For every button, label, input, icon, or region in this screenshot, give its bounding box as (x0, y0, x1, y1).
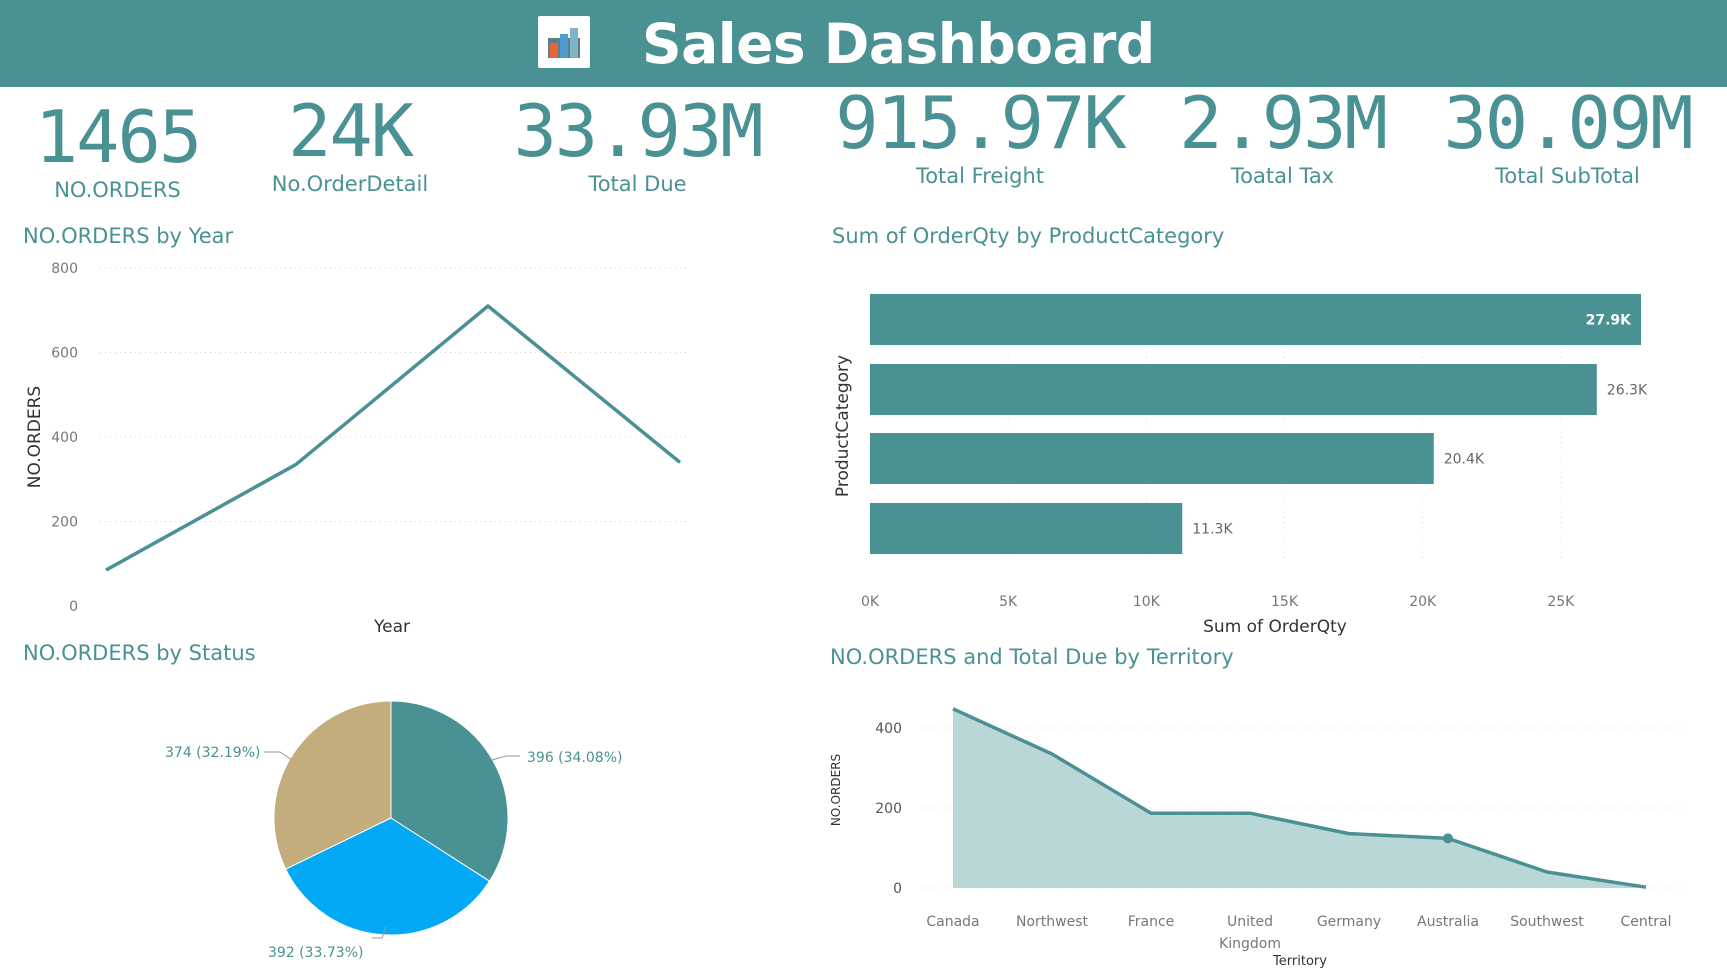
y-axis-title: NO.ORDERS (829, 754, 843, 826)
kpi-label: No.OrderDetail (271, 172, 429, 196)
bar (870, 364, 1597, 415)
kpi-card-orders: 1465 NO.ORDERS (15, 98, 220, 202)
bar-chart-icon (538, 16, 590, 68)
x-tick-label: Northwest (1016, 914, 1089, 930)
header-bar: Sales Dashboard (0, 0, 1727, 87)
kpi-label: Total Freight (915, 164, 1045, 188)
y-tick-label: 800 (51, 261, 78, 277)
bar-data-label: 11.3K (1192, 522, 1233, 538)
kpi-value: 30.09M (1443, 81, 1693, 165)
x-tick-label: 5K (999, 594, 1018, 610)
x-tick-label: United Kingdom (1219, 914, 1281, 952)
line-chart-title: NO.ORDERS by Year (23, 224, 234, 248)
pie-slice (273, 700, 392, 870)
y-axis-title: NO.ORDERS (25, 386, 45, 488)
area-chart-title: NO.ORDERS and Total Due by Territory (830, 645, 1234, 669)
series-line-orders (105, 304, 682, 572)
y-tick-label: 200 (51, 515, 78, 531)
kpi-value: 24K (287, 89, 414, 173)
leader-line (264, 751, 293, 761)
kpi-value: 1465 (34, 95, 202, 179)
pie-data-label: 374 (32.19%) (165, 745, 260, 761)
kpi-card-total-subtotal: 30.09M Total SubTotal (1440, 84, 1695, 188)
kpi-card-order-detail: 24K No.OrderDetail (245, 92, 455, 196)
x-tick-label: 0K (861, 594, 880, 610)
bar (870, 503, 1183, 554)
y-tick-label: 0 (69, 599, 78, 615)
y-tick-label: 600 (51, 346, 78, 362)
x-tick-label: Southwest (1510, 914, 1584, 930)
y-axis-title: ProductCategory (833, 355, 853, 497)
leader-line (491, 755, 520, 761)
kpi-label: Total SubTotal (1495, 164, 1640, 188)
kpi-card-total-tax: 2.93M Toatal Tax (1160, 84, 1405, 188)
x-tick-label: Central (1621, 914, 1672, 930)
x-tick-label: 20K (1409, 594, 1437, 610)
kpi-label: NO.ORDERS (54, 178, 181, 202)
kpi-label: Toatal Tax (1230, 164, 1335, 188)
series-line-orders (952, 707, 1647, 889)
x-tick-label: France (1128, 914, 1175, 930)
bar (870, 433, 1434, 484)
y-tick-label: 0 (893, 881, 902, 897)
page-title: Sales Dashboard (642, 12, 1155, 76)
pie-slice (285, 817, 491, 936)
kpi-card-total-due: 33.93M Total Due (505, 92, 770, 196)
y-tick-label: 400 (51, 430, 78, 446)
x-tick-label: Germany (1317, 914, 1381, 930)
x-axis-title: Sum of OrderQty (1203, 617, 1347, 637)
leader-line (372, 925, 387, 939)
logo-bar-blue (560, 34, 568, 58)
logo-bar-orange (550, 43, 558, 58)
pie-data-label: 396 (34.08%) (527, 750, 622, 766)
kpi-card-total-freight: 915.97K Total Freight (830, 84, 1130, 188)
y-tick-label: 400 (875, 721, 902, 737)
x-tick-label: Australia (1417, 914, 1479, 930)
logo-bar-light (570, 28, 578, 58)
bar (870, 294, 1641, 345)
logo-graphic (548, 28, 580, 58)
pie-slice (390, 700, 509, 882)
series-area-orders (953, 708, 1646, 888)
x-tick-label: 10K (1133, 594, 1161, 610)
bar-data-label: 26.3K (1607, 383, 1648, 399)
data-point-marker (1443, 833, 1453, 844)
kpi-value: 915.97K (835, 81, 1126, 165)
x-tick-label: 15K (1271, 594, 1299, 610)
pie-data-label: 392 (33.73%) (268, 945, 363, 961)
pie-chart-title: NO.ORDERS by Status (23, 641, 256, 665)
kpi-value: 33.93M (513, 89, 763, 173)
x-tick-label: Canada (926, 914, 979, 930)
x-axis-title: Territory (1272, 954, 1327, 969)
bar-data-label: 27.9K (1586, 313, 1633, 329)
kpi-label: Total Due (588, 172, 687, 196)
kpi-value: 2.93M (1179, 81, 1388, 165)
x-axis-title: Year (373, 617, 410, 637)
x-tick-label: 25K (1547, 594, 1575, 610)
bar-data-label: 20.4K (1444, 452, 1485, 468)
y-tick-label: 200 (875, 801, 902, 817)
bar-chart-title: Sum of OrderQty by ProductCategory (832, 224, 1225, 248)
